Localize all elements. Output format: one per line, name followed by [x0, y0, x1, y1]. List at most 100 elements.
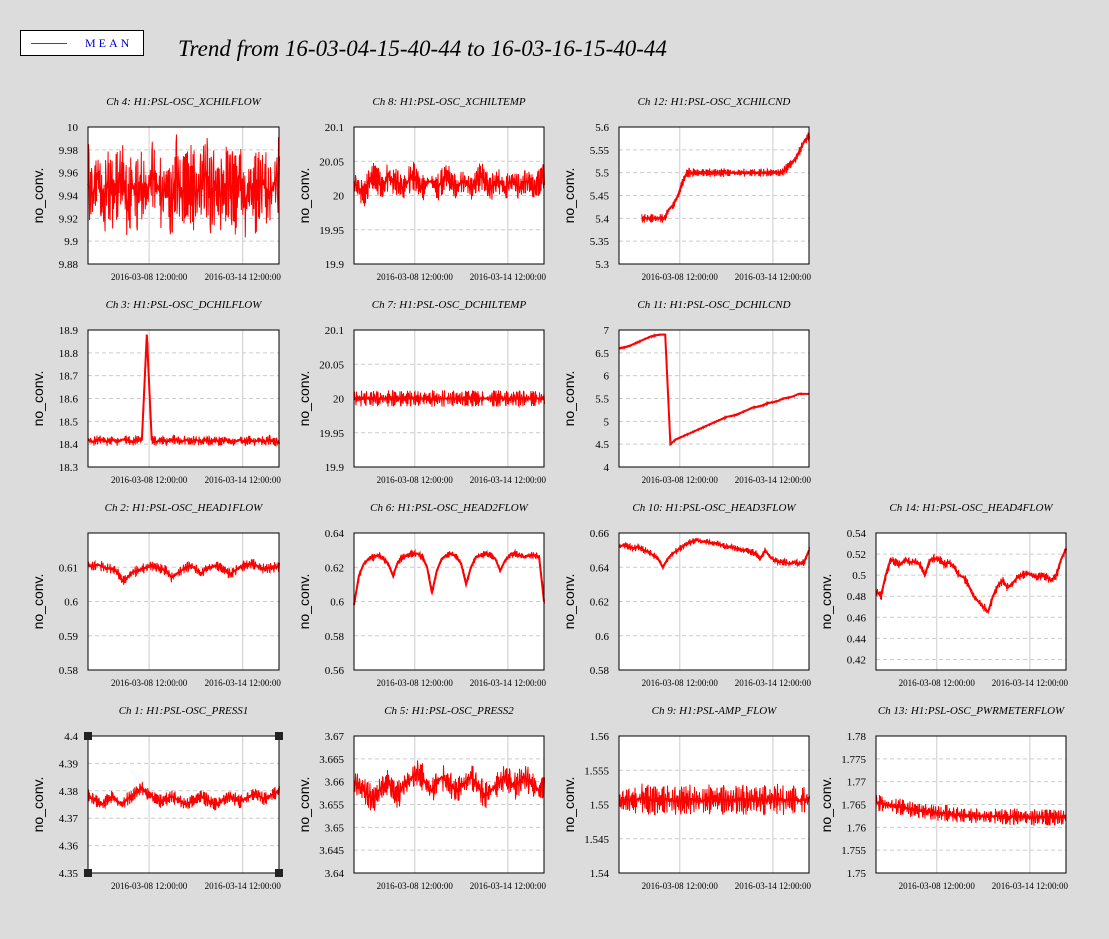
- y-tick-label: 4.35: [59, 868, 79, 880]
- y-tick-label: 0.58: [590, 665, 610, 677]
- plot-frame: [618, 126, 810, 265]
- chart-panel-4: Ch 3: H1:PSL-OSC_DCHILFLOW 18.9 18.8 18.7 18…: [30, 299, 281, 485]
- y-tick-label: 4: [604, 462, 610, 474]
- x-tick-label: 2016-03-14 12:00:00: [992, 678, 1069, 688]
- y-tick-label: 0.58: [325, 631, 345, 643]
- y-tick-label: 1.54: [590, 868, 610, 880]
- y-tick-label: 19.95: [319, 225, 344, 237]
- y-tick-label: 18.7: [59, 371, 79, 383]
- y-tick-label: 4.36: [59, 841, 79, 853]
- series-mean-line: [87, 169, 280, 208]
- plot-frame: [353, 329, 545, 468]
- y-axis-label: no_conv.: [561, 371, 577, 427]
- y-tick-label: 1.765: [841, 800, 866, 812]
- y-tick-label: 0.66: [590, 528, 610, 540]
- y-tick-label: 9.88: [59, 259, 79, 271]
- series-mean-line: [353, 771, 545, 802]
- y-tick-label: 1.76: [847, 822, 867, 834]
- y-tick-label: 1.755: [841, 845, 866, 857]
- y-tick-label: 0.46: [847, 612, 867, 624]
- y-tick-label: 4.4: [64, 731, 78, 743]
- y-tick-label: 5.5: [595, 394, 609, 406]
- x-tick-label: 2016-03-14 12:00:00: [205, 678, 282, 688]
- plot-frame: [87, 735, 280, 874]
- y-tick-label: 0.42: [847, 654, 866, 666]
- x-tick-label: 2016-03-08 12:00:00: [642, 475, 719, 485]
- chart-panel-8: Ch 6: H1:PSL-OSC_HEAD2FLOW 0.64 0.62 0.6 0.5…: [296, 502, 547, 688]
- y-tick-label: 20.05: [319, 156, 344, 168]
- x-tick-label: 2016-03-08 12:00:00: [377, 678, 454, 688]
- y-axis-label: no_conv.: [818, 777, 834, 833]
- selection-handle[interactable]: [275, 869, 283, 877]
- plot-frame: [87, 532, 280, 671]
- legend: MEAN: [20, 30, 144, 56]
- chart-title: Ch 8: H1:PSL-OSC_XCHILTEMP: [372, 96, 525, 108]
- chart-panel-6: Ch 11: H1:PSL-OSC_DCHILCND 7 6.5 6 5.5 5 4.5 4 2…: [561, 299, 812, 485]
- y-tick-label: 0.6: [330, 597, 344, 609]
- x-tick-label: 2016-03-08 12:00:00: [899, 881, 976, 891]
- y-tick-label: 0.62: [325, 562, 344, 574]
- series-mean-line: [875, 801, 1067, 819]
- y-tick-label: 0.5: [852, 570, 866, 582]
- y-tick-label: 0.59: [59, 631, 79, 643]
- x-tick-label: 2016-03-08 12:00:00: [642, 881, 719, 891]
- page-title: Trend from 16-03-04-15-40-44 to 16-03-16…: [178, 36, 667, 61]
- chart-title: Ch 5: H1:PSL-OSC_PRESS2: [384, 705, 514, 717]
- y-tick-label: 20.05: [319, 359, 344, 371]
- chart-panel-5: Ch 7: H1:PSL-OSC_DCHILTEMP 20.1 20.05 20 19.…: [296, 299, 547, 485]
- y-tick-label: 3.64: [325, 868, 345, 880]
- y-tick-label: 18.8: [59, 348, 79, 360]
- x-tick-label: 2016-03-14 12:00:00: [470, 881, 547, 891]
- y-tick-label: 6: [604, 371, 610, 383]
- y-axis-label: no_conv.: [561, 777, 577, 833]
- y-tick-label: 1.555: [584, 765, 609, 777]
- x-tick-label: 2016-03-14 12:00:00: [205, 475, 282, 485]
- y-tick-label: 5: [604, 416, 610, 428]
- series-mean-line: [875, 548, 1067, 614]
- y-axis-label: no_conv.: [30, 168, 46, 224]
- y-axis-label: no_conv.: [30, 777, 46, 833]
- y-axis-label: no_conv.: [30, 371, 46, 427]
- series-mean-line: [353, 172, 545, 198]
- chart-panel-10: Ch 14: H1:PSL-OSC_HEAD4FLOW 0.54 0.52 0.5 0.…: [818, 502, 1069, 688]
- y-axis-label: no_conv.: [296, 574, 312, 630]
- y-tick-label: 9.94: [59, 191, 79, 203]
- selection-handle[interactable]: [84, 869, 92, 877]
- y-tick-label: 3.645: [319, 845, 344, 857]
- chart-panel-9: Ch 10: H1:PSL-OSC_HEAD3FLOW0.660.640.620…: [561, 502, 812, 688]
- y-tick-label: 1.77: [847, 777, 867, 789]
- x-tick-label: 2016-03-14 12:00:00: [735, 475, 812, 485]
- y-tick-label: 19.95: [319, 428, 344, 440]
- y-tick-label: 20.1: [325, 122, 344, 134]
- plot-frame: [353, 126, 545, 265]
- chart-panel-11: Ch 1: H1:PSL-OSC_PRESS1 4.4 4.39 4.38 4.37 4.…: [30, 705, 283, 891]
- y-tick-label: 1.775: [841, 754, 866, 766]
- y-axis-label: no_conv.: [561, 168, 577, 224]
- chart-title: Ch 2: H1:PSL-OSC_HEAD1FLOW: [105, 502, 263, 514]
- plot-frame: [875, 735, 1067, 874]
- y-tick-label: 0.62: [590, 597, 609, 609]
- x-tick-label: 2016-03-14 12:00:00: [735, 678, 812, 688]
- plot-frame: [618, 329, 810, 468]
- chart-title: Ch 7: H1:PSL-OSC_DCHILTEMP: [372, 299, 527, 311]
- selection-handle[interactable]: [275, 732, 283, 740]
- y-tick-label: 18.4: [59, 439, 79, 451]
- y-tick-label: 5.4: [595, 213, 609, 225]
- x-tick-label: 2016-03-14 12:00:00: [205, 881, 282, 891]
- y-tick-label: 0.61: [59, 562, 78, 574]
- plot-area: [876, 533, 1066, 670]
- y-tick-label: 19.9: [325, 259, 345, 271]
- chart-panel-2: Ch 8: H1:PSL-OSC_XCHILTEMP 20.1 20.05 20 19.…: [296, 96, 547, 282]
- y-tick-label: 4.5: [595, 439, 609, 451]
- chart-panel-14: Ch 13: H1:PSL-OSC_PWRMETERFLOW 1.78 1.775 1…: [818, 705, 1069, 891]
- selection-handle[interactable]: [84, 732, 92, 740]
- plot-frame: [353, 735, 545, 874]
- y-tick-label: 4.39: [59, 758, 79, 770]
- y-tick-label: 0.52: [847, 549, 866, 561]
- x-tick-label: 2016-03-14 12:00:00: [205, 272, 282, 282]
- series-mean-line: [87, 334, 279, 444]
- series-mean-line: [618, 333, 809, 447]
- y-tick-label: 1.75: [847, 868, 867, 880]
- y-axis-label: no_conv.: [296, 168, 312, 224]
- y-tick-label: 5.3: [595, 259, 609, 271]
